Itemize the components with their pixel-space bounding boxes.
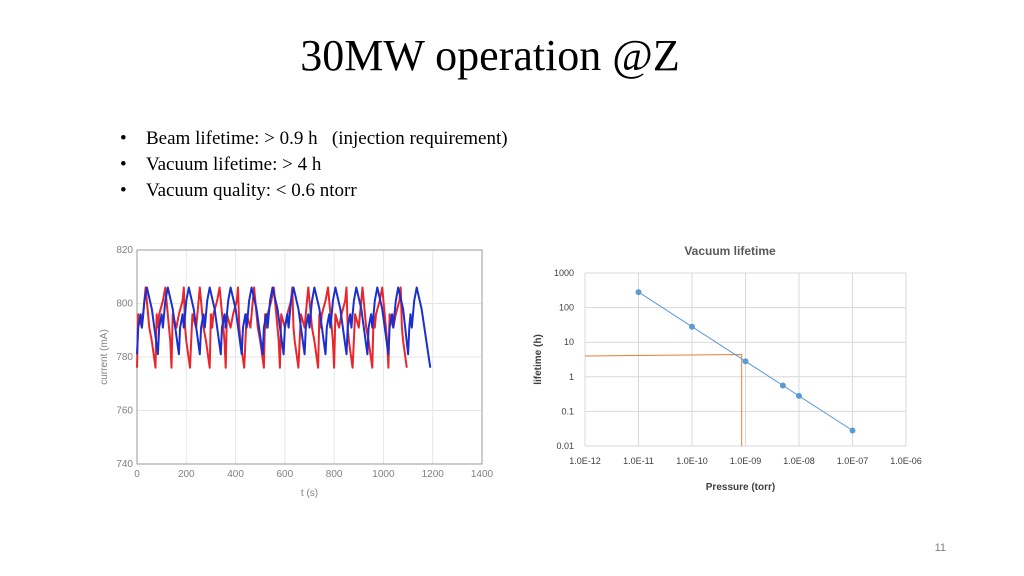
bullet-glyph: • xyxy=(120,154,127,175)
data-point xyxy=(779,382,786,389)
bullet-text: Vacuum quality: < 0.6 ntorr xyxy=(146,180,357,201)
x-tick-label: 600 xyxy=(277,469,294,480)
y-tick-label: 800 xyxy=(116,299,133,310)
y-tick-label: 760 xyxy=(116,406,133,417)
data-point xyxy=(635,289,642,296)
bullet-text: Beam lifetime: > 0.9 h (injection requir… xyxy=(146,128,508,149)
x-tick-label: 1.0E-11 xyxy=(623,456,654,466)
y-tick-label: 1 xyxy=(569,372,574,382)
y-tick-label: 100 xyxy=(559,303,574,313)
y-tick-label: 0.01 xyxy=(556,441,574,451)
x-tick-label: 1400 xyxy=(471,469,494,480)
series-line-1 xyxy=(136,286,408,369)
y-tick-label: 1000 xyxy=(554,268,574,278)
y-tick-label: 780 xyxy=(116,352,133,363)
page-number: 11 xyxy=(934,542,946,554)
x-tick-label: 1.0E-08 xyxy=(783,456,815,466)
reference-line xyxy=(584,353,743,446)
x-tick-label: 400 xyxy=(227,469,244,480)
data-point xyxy=(689,323,695,330)
x-tick-label: 200 xyxy=(178,469,195,480)
x-axis-title: Pressure (torr) xyxy=(706,482,775,493)
bullet-glyph: • xyxy=(120,128,127,149)
y-axis-title: current (mA) xyxy=(99,329,110,385)
x-axis-title: t (s) xyxy=(301,488,318,499)
y-tick-label: 0.1 xyxy=(561,406,574,416)
slide-title: 30MW operation @Z xyxy=(300,31,680,80)
series-line-1 xyxy=(638,291,853,431)
x-tick-label: 1.0E-10 xyxy=(676,456,708,466)
series-line-2 xyxy=(136,286,432,368)
bullet-list: • Beam lifetime: > 0.9 h (injection requi… xyxy=(120,126,508,204)
data-point xyxy=(849,427,856,434)
x-tick-label: 0 xyxy=(134,469,140,480)
x-tick-label: 1200 xyxy=(422,469,445,480)
x-tick-label: 800 xyxy=(326,469,343,480)
y-axis-title: lifetime (h) xyxy=(533,334,544,385)
y-tick-label: 740 xyxy=(116,459,133,470)
bullet-beam-lifetime: • Beam lifetime: > 0.9 h (injection requi… xyxy=(120,126,508,152)
x-tick-label: 1.0E-06 xyxy=(890,456,922,466)
chart-title: Vacuum lifetime xyxy=(684,244,776,258)
data-point xyxy=(796,392,802,399)
bullet-glyph: • xyxy=(120,180,127,201)
x-tick-label: 1.0E-07 xyxy=(837,456,869,466)
x-tick-label: 1000 xyxy=(372,469,395,480)
x-tick-label: 1.0E-12 xyxy=(569,456,601,466)
bullet-vacuum-lifetime: • Vacuum lifetime: > 4 h xyxy=(120,152,508,178)
data-point xyxy=(742,358,749,365)
bullet-vacuum-quality: • Vacuum quality: < 0.6 ntorr xyxy=(120,178,508,204)
y-tick-label: 10 xyxy=(564,337,574,347)
y-tick-label: 820 xyxy=(116,245,133,256)
x-tick-label: 1.0E-09 xyxy=(730,456,762,466)
bullet-text: Vacuum lifetime: > 4 h xyxy=(146,154,322,175)
